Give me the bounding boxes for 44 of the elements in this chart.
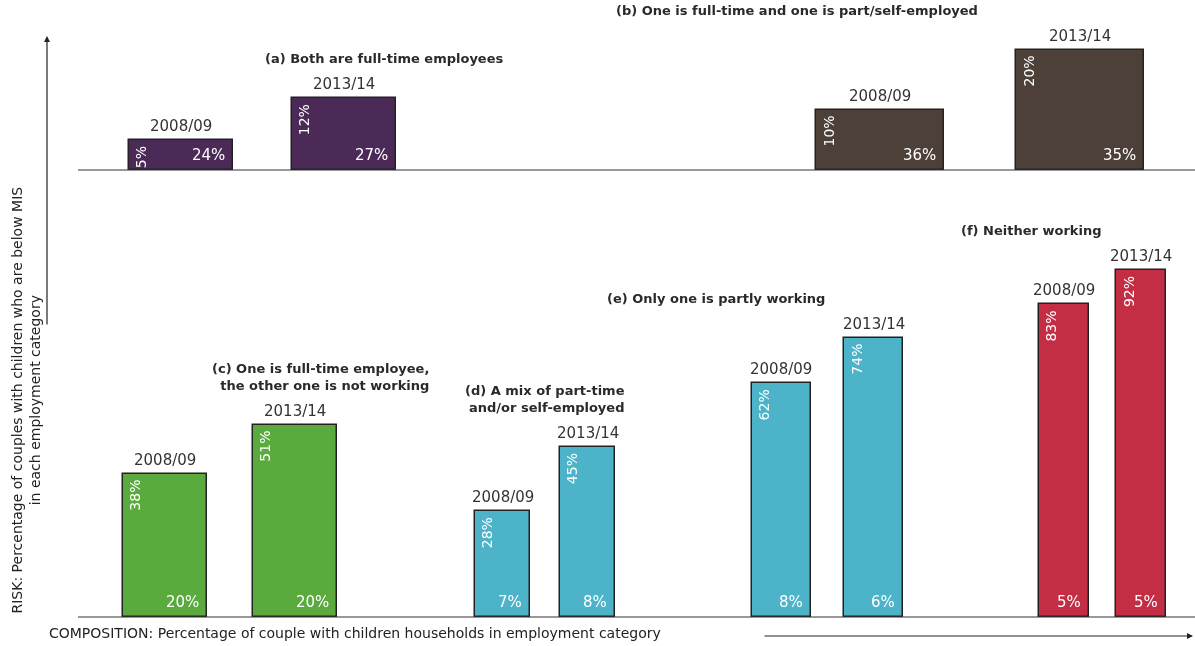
annotation: 6% xyxy=(871,593,895,611)
data-label: 45% xyxy=(564,453,581,485)
annotation: 24% xyxy=(192,146,226,164)
data-label: 83% xyxy=(1043,310,1060,342)
chart-title: (c) One is full-time employee, the other one is not working xyxy=(212,361,430,393)
data-label: 92% xyxy=(1120,275,1137,308)
x-tick-label: 2013/14 xyxy=(557,424,620,442)
annotation: 8% xyxy=(583,593,607,611)
data-label: 51% xyxy=(257,430,274,462)
x-tick-label: 2013/14 xyxy=(1110,247,1173,265)
chart-title: (a) Both are full-time employees xyxy=(265,51,504,66)
x-tick-label: 2008/09 xyxy=(134,451,197,469)
data-label: 10% xyxy=(820,115,837,147)
x-tick-label: 2013/14 xyxy=(1049,27,1112,45)
annotation: 35% xyxy=(1103,146,1137,164)
annotation: 7% xyxy=(498,593,522,611)
x-tick-label: 2013/14 xyxy=(313,75,376,93)
annotation: 36% xyxy=(903,146,937,164)
chart-title: (d) A mix of part-time and/or self-employed xyxy=(465,383,625,415)
x-tick-label: 2013/14 xyxy=(264,402,327,420)
data-label: 28% xyxy=(479,517,496,549)
data-label: 74% xyxy=(848,343,865,375)
x-tick-label: 2013/14 xyxy=(843,315,906,333)
chart-title: (b) One is full-time and one is part/self-employed xyxy=(616,3,978,18)
y-axis-title: RISK: Percentage of couples with children who are below MIS in each employment category xyxy=(8,186,43,614)
annotation: 20% xyxy=(296,593,330,611)
chart-title: (f) Neither working xyxy=(961,223,1102,238)
annotation: 5% xyxy=(1134,593,1158,611)
annotation: 8% xyxy=(779,593,803,611)
x-tick-label: 2008/09 xyxy=(472,488,535,506)
annotation: 27% xyxy=(355,146,389,164)
data-label: 20% xyxy=(1020,55,1037,87)
annotation: 20% xyxy=(166,593,200,611)
annotation: 5% xyxy=(1057,593,1081,611)
data-label: 38% xyxy=(127,479,144,511)
x-tick-label: 2008/09 xyxy=(1033,281,1096,299)
data-label: 12% xyxy=(296,104,313,136)
x-axis-title: COMPOSITION: Percentage of couple with children households in employment category xyxy=(49,625,661,641)
data-label: 5% xyxy=(133,146,150,169)
chart-title: (e) Only one is partly working xyxy=(607,291,826,306)
x-tick-label: 2008/09 xyxy=(750,360,813,378)
x-tick-label: 2008/09 xyxy=(150,117,213,135)
x-tick-label: 2008/09 xyxy=(849,87,912,105)
data-label: 62% xyxy=(755,389,772,421)
